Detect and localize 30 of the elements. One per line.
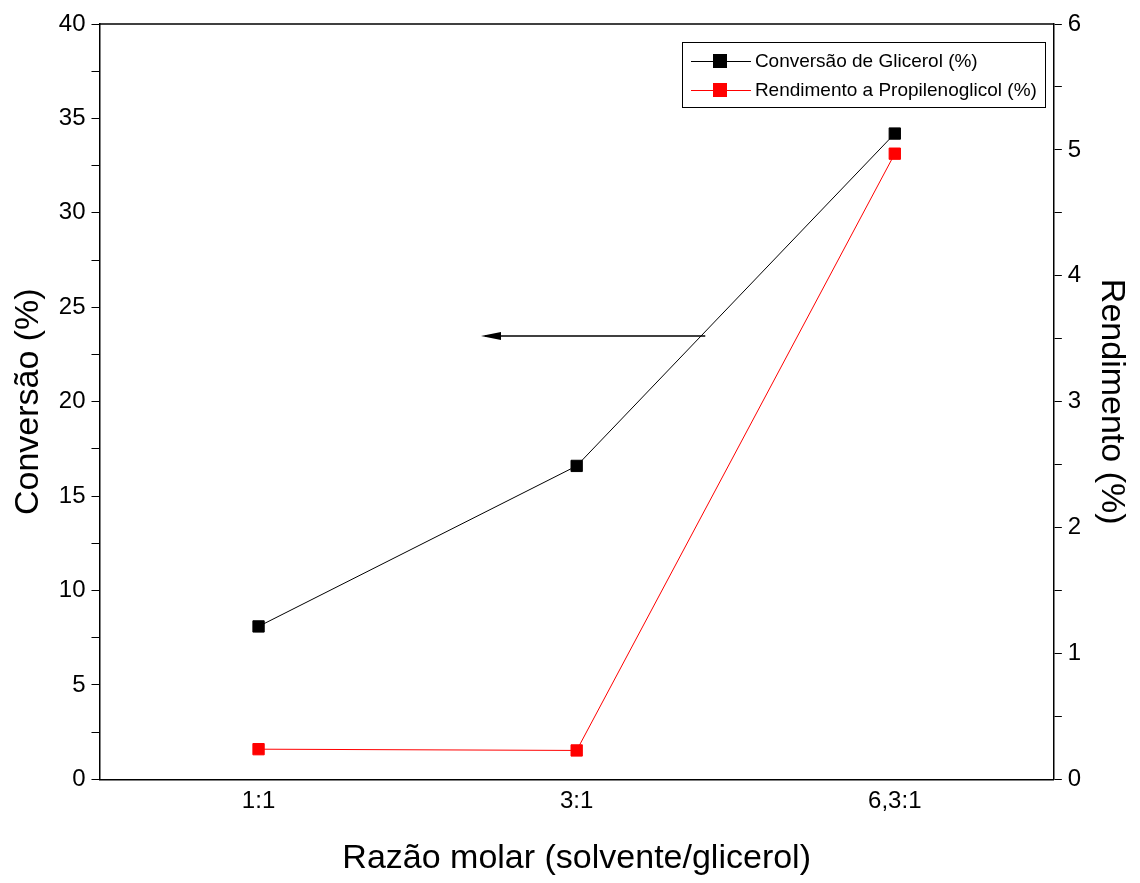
y-tick-label: 10 — [58, 575, 86, 603]
point — [570, 744, 583, 757]
y-tick-label: 35 — [58, 103, 86, 131]
y2-axis-title: Rendimento (%) — [1095, 278, 1134, 525]
x-tick-label: 3:1 — [559, 786, 594, 814]
point — [252, 620, 265, 633]
y2-tick-label: 2 — [1067, 512, 1082, 540]
y-tick-label: 0 — [72, 764, 86, 792]
y2-tick-label: 3 — [1067, 386, 1082, 414]
y-tick-label: 40 — [58, 8, 86, 36]
y2-tick-label: 1 — [1067, 638, 1082, 666]
legend-label: Conversão de Glicerol (%) — [754, 49, 978, 72]
point — [570, 459, 583, 473]
y-tick-label: 25 — [58, 291, 86, 319]
y-axis-title: Conversão (%) — [6, 288, 45, 516]
y-tick-label: 30 — [58, 197, 86, 225]
point — [888, 147, 901, 160]
y2-tick-label: 0 — [1067, 764, 1082, 792]
point — [252, 743, 265, 756]
y-tick-label: 5 — [72, 669, 86, 697]
legend-label: Rendimento a Propilenoglicol (%) — [754, 78, 1037, 101]
point — [888, 127, 901, 140]
x-tick-label: 6,3:1 — [868, 786, 922, 814]
y-tick-label: 20 — [58, 386, 86, 414]
x-axis-title: Razão molar (solvente/glicerol) — [342, 836, 811, 875]
y2-tick-label: 4 — [1067, 260, 1082, 288]
x-tick-label: 1:1 — [241, 786, 276, 814]
y2-tick-label: 6 — [1067, 8, 1082, 36]
y-tick-label: 15 — [58, 480, 86, 508]
y2-tick-label: 5 — [1067, 134, 1082, 162]
